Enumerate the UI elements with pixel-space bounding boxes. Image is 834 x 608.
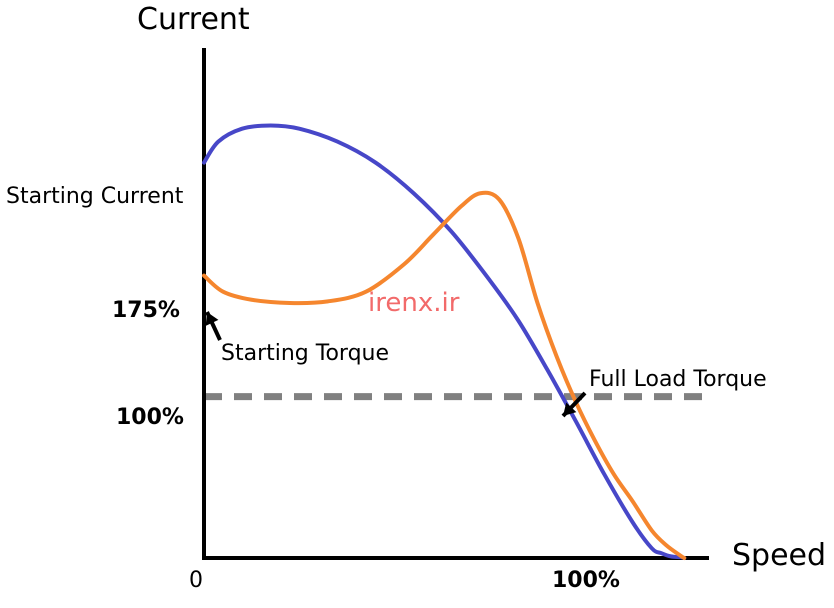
y-tick-label-100: 100% — [116, 405, 184, 430]
starting-torque-label: Starting Torque — [221, 341, 390, 366]
torque-curve — [202, 190, 687, 560]
x-tick-label-100: 100% — [552, 568, 620, 593]
full-load-torque-label: Full Load Torque — [589, 367, 767, 392]
watermark-text: irenx.ir — [368, 288, 460, 318]
full-load-torque-arrow-head — [563, 402, 577, 416]
y-tick-label-175: 175% — [112, 298, 180, 323]
y-axis-label: Current — [137, 2, 250, 37]
starting-current-label: Starting Current — [6, 184, 184, 209]
starting-torque-arrow-head — [205, 312, 219, 326]
current-curve — [202, 123, 687, 560]
x-axis-label: Speed — [732, 538, 827, 573]
x-tick-label-0: 0 — [189, 568, 203, 593]
